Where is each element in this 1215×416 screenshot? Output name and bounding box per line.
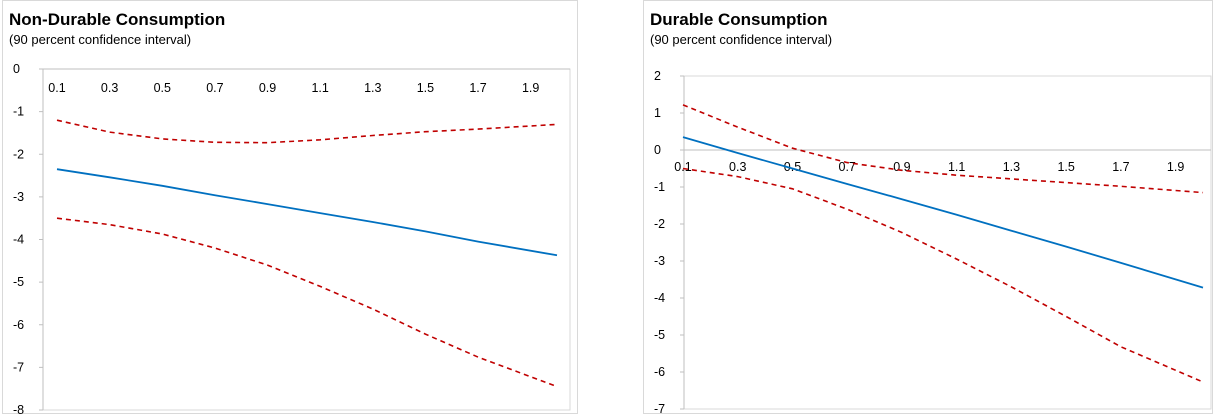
y-tick-label: -6 (654, 365, 665, 379)
y-tick-label: -2 (13, 147, 24, 161)
y-tick-label: -5 (13, 275, 24, 289)
series-line-estimate (56, 168, 558, 257)
y-tick-label: -8 (13, 403, 24, 416)
x-tick-label: 0.9 (259, 81, 276, 95)
chart-plot-non-durable: 0 -1 -2 -3 -4 -5 -6 -7 -8 0.1 0.3 0.5 0.7 0.9 1.1 1.3 1.… (13, 62, 571, 416)
y-tick-label: 1 (654, 106, 661, 120)
x-tick-label: 1.9 (1167, 160, 1184, 174)
chart-plot-durable: 210-1-2-3-4-5-6-70.1 0.3 0.5 0.7 0.9 1.1 1.3 1.… (654, 69, 1212, 416)
x-tick-label: 0.1 (48, 81, 65, 95)
x-tick-label: 0.3 (101, 81, 118, 95)
series-line-upper (56, 119, 558, 144)
series-line-lower (56, 217, 558, 388)
x-tick-label: 1.5 (1057, 160, 1074, 174)
y-tick-label: -4 (654, 291, 665, 305)
x-tick-label: 1.3 (364, 81, 381, 95)
y-tick-label: -7 (13, 360, 24, 374)
y-tick-label: -1 (13, 105, 24, 119)
x-tick-label: 0.3 (729, 160, 746, 174)
y-tick-label: -7 (654, 402, 665, 416)
x-tick-label: 0.7 (206, 81, 223, 95)
y-tick-label: -6 (13, 318, 24, 332)
x-tick-label: 0.9 (893, 160, 910, 174)
plot-area (42, 68, 571, 411)
y-tick-label: -5 (654, 328, 665, 342)
y-tick-label: -3 (654, 254, 665, 268)
chart-title: Non-Durable Consumption (9, 10, 226, 29)
y-tick-label: -4 (13, 233, 24, 247)
y-tick-label: -2 (654, 217, 665, 231)
y-tick-label: -1 (654, 180, 665, 194)
x-tick-label: 1.1 (948, 160, 965, 174)
series-line-upper (682, 104, 1204, 194)
plot-area (683, 75, 1212, 410)
x-tick-label: 0.1 (674, 160, 691, 174)
x-tick-label: 1.5 (417, 81, 434, 95)
x-tick-label: 1.3 (1003, 160, 1020, 174)
chart-panel-durable: Durable Consumption (90 percent confiden… (643, 0, 1213, 416)
series-line-estimate (682, 136, 1204, 289)
chart-subtitle: (90 percent confidence interval) (650, 32, 833, 47)
y-tick-label: 0 (13, 62, 20, 76)
x-tick-label: 1.7 (469, 81, 486, 95)
y-tick-label: 2 (654, 69, 661, 83)
x-tick-label: 1.9 (522, 81, 539, 95)
series-line-lower (682, 167, 1204, 383)
chart-panel-non-durable: Non-Durable Consumption (90 percent conf… (2, 0, 578, 416)
chart-subtitle: (90 percent confidence interval) (9, 32, 192, 47)
x-tick-label: 0.7 (839, 160, 856, 174)
x-tick-label: 0.5 (154, 81, 171, 95)
x-tick-label: 1.7 (1112, 160, 1129, 174)
y-tick-label: -3 (13, 190, 24, 204)
y-tick-label: 0 (654, 143, 661, 157)
chart-title: Durable Consumption (650, 10, 828, 29)
x-tick-label: 1.1 (311, 81, 328, 95)
